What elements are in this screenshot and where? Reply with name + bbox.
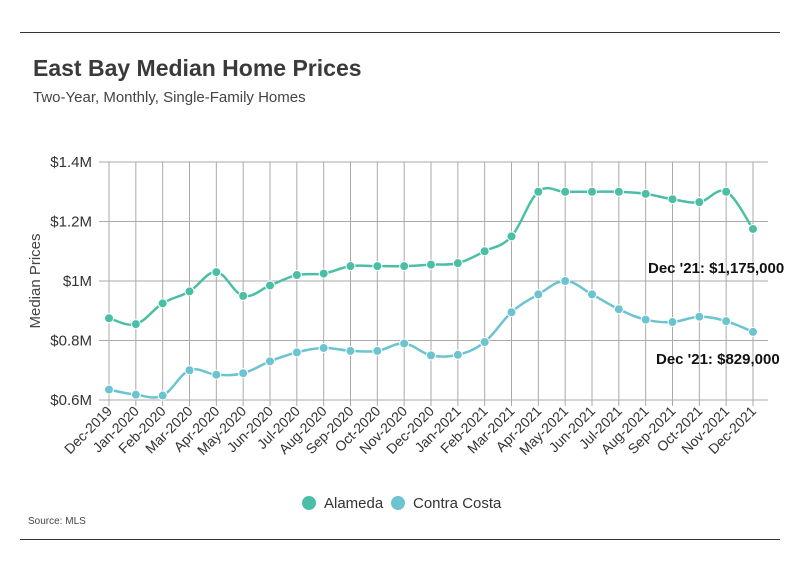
data-point-alameda xyxy=(291,270,302,281)
y-tick-label: $1.4M xyxy=(50,154,92,171)
data-point-alameda xyxy=(104,313,114,324)
data-point-contra-costa xyxy=(721,316,732,327)
data-point-contra-costa xyxy=(372,345,383,356)
annotation-contra-costa: Dec '21: $829,000 xyxy=(656,351,780,368)
data-point-alameda xyxy=(560,186,571,197)
data-point-contra-costa xyxy=(452,349,463,360)
data-point-contra-costa xyxy=(157,390,168,401)
data-point-alameda xyxy=(184,286,195,297)
chart-subtitle: Two-Year, Monthly, Single-Family Homes xyxy=(33,89,306,106)
data-point-alameda xyxy=(238,290,249,301)
legend-label-contra-costa: Contra Costa xyxy=(413,495,502,512)
top-rule xyxy=(20,32,780,33)
y-tick-label: $1M xyxy=(63,273,92,290)
data-point-contra-costa xyxy=(748,326,758,337)
annotation-alameda: Dec '21: $1,175,000 xyxy=(648,260,784,277)
data-point-contra-costa xyxy=(184,365,195,376)
data-point-alameda xyxy=(265,280,275,291)
data-point-contra-costa xyxy=(265,356,275,367)
data-point-contra-costa xyxy=(318,342,329,353)
data-point-contra-costa xyxy=(479,336,490,347)
data-point-alameda xyxy=(372,261,383,272)
data-point-contra-costa xyxy=(613,304,624,315)
y-tick-label: $0.8M xyxy=(50,333,92,350)
legend-marker-contra-costa xyxy=(391,496,405,510)
data-point-contra-costa xyxy=(104,384,114,395)
data-point-contra-costa xyxy=(238,368,249,379)
data-point-alameda xyxy=(667,194,678,205)
data-point-contra-costa xyxy=(506,307,517,318)
data-point-alameda xyxy=(640,188,651,199)
data-point-alameda xyxy=(211,267,222,278)
data-point-contra-costa xyxy=(345,345,356,356)
x-tick-labels: Dec-2019Jan-2020Feb-2020Mar-2020Apr-2020… xyxy=(61,403,759,458)
data-point-contra-costa xyxy=(291,347,302,358)
data-point-contra-costa xyxy=(560,276,571,286)
data-point-alameda xyxy=(748,223,758,234)
data-point-alameda xyxy=(613,186,624,197)
y-tick-label: $0.6M xyxy=(50,392,92,409)
y-tick-labels: $0.6M $0.8M $1M $1.2M $1.4M xyxy=(50,154,92,409)
data-point-contra-costa xyxy=(426,350,436,361)
data-point-alameda xyxy=(721,186,732,197)
bottom-rule xyxy=(20,539,780,540)
data-point-alameda xyxy=(399,261,410,272)
data-point-alameda xyxy=(452,258,463,269)
y-axis-label: Median Prices xyxy=(27,233,44,328)
data-point-alameda xyxy=(694,197,705,208)
data-point-alameda xyxy=(157,298,168,309)
data-point-alameda xyxy=(130,319,141,330)
series-points xyxy=(104,186,758,401)
data-point-alameda xyxy=(345,261,356,272)
data-point-contra-costa xyxy=(533,289,544,300)
data-point-alameda xyxy=(506,231,517,242)
data-point-alameda xyxy=(479,246,490,257)
data-point-contra-costa xyxy=(587,289,597,300)
data-point-alameda xyxy=(533,186,544,197)
data-point-contra-costa xyxy=(640,314,651,325)
y-tick-label: $1.2M xyxy=(50,214,92,231)
data-point-contra-costa xyxy=(130,389,141,400)
data-point-contra-costa xyxy=(667,317,678,328)
legend-label-alameda: Alameda xyxy=(324,495,384,512)
legend: Alameda Contra Costa xyxy=(302,495,502,512)
data-point-alameda xyxy=(426,259,436,270)
data-point-contra-costa xyxy=(399,338,410,349)
data-point-contra-costa xyxy=(211,369,222,380)
source-note: Source: MLS xyxy=(28,516,86,527)
chart-title: East Bay Median Home Prices xyxy=(33,55,362,81)
data-point-alameda xyxy=(318,268,329,279)
data-point-contra-costa xyxy=(694,311,705,322)
data-point-alameda xyxy=(587,186,597,197)
legend-marker-alameda xyxy=(302,496,316,510)
